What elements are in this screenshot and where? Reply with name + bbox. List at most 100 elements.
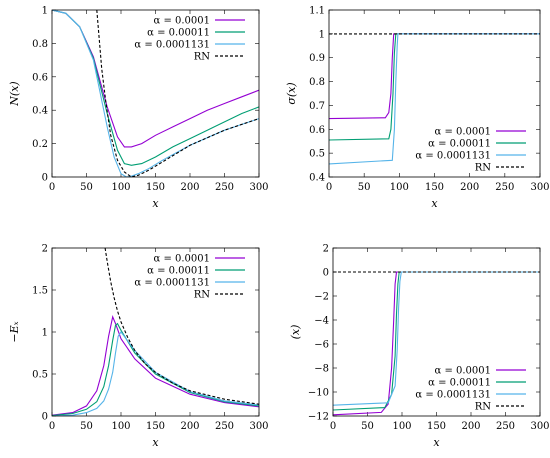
- y-tick-label: −12: [308, 412, 329, 423]
- x-tick-label: 200: [180, 182, 199, 193]
- x-tick-label: 200: [180, 421, 199, 432]
- legend-entry-label: α = 0.00011: [428, 378, 491, 389]
- y-tick-label: 1.5: [32, 286, 48, 297]
- x-tick-label: 250: [215, 421, 234, 432]
- x-tick-label: 100: [111, 182, 130, 193]
- x-tick-label: 150: [146, 182, 165, 193]
- x-tick-label: 0: [49, 182, 55, 193]
- x-tick-label: 0: [49, 421, 55, 432]
- legend-entry-label: RN: [194, 290, 211, 301]
- series-line-0: [333, 271, 540, 416]
- y-tick-label: 1: [42, 328, 48, 339]
- y-axis-label: −Eₓ: [8, 321, 21, 342]
- x-tick-label: 50: [80, 182, 93, 193]
- series-line-1: [333, 271, 540, 411]
- x-tick-label: 100: [111, 421, 130, 432]
- legend-entry-label: α = 0.0001131: [415, 151, 491, 162]
- x-tick-label: 300: [530, 421, 549, 432]
- x-tick-label: 0: [330, 421, 336, 432]
- y-tick-label: 0.2: [32, 139, 48, 150]
- y-tick-label: 2: [323, 244, 329, 255]
- y-tick-label: 0.8: [32, 39, 48, 50]
- legend-entry-label: RN: [475, 402, 492, 413]
- x-axis-label: x: [433, 436, 440, 449]
- legend-entry-label: α = 0.0001131: [134, 278, 210, 289]
- x-tick-label: 50: [80, 421, 93, 432]
- y-tick-label: 0.8: [309, 77, 325, 88]
- x-tick-label: 150: [425, 182, 444, 193]
- legend-entry-label: α = 0.0001131: [134, 40, 210, 51]
- x-tick-label: 50: [361, 421, 374, 432]
- x-tick-label: 300: [530, 182, 549, 193]
- y-tick-label: 2: [42, 244, 48, 255]
- y-tick-label: 0.9: [309, 53, 325, 64]
- series-line-2: [52, 331, 259, 416]
- plot-frame: [51, 9, 260, 178]
- x-tick-label: 300: [249, 182, 268, 193]
- legend-entry-label: α = 0.00011: [147, 266, 210, 277]
- x-tick-label: 50: [358, 182, 371, 193]
- y-tick-label: 0.4: [32, 106, 48, 117]
- plot-frame: [332, 247, 541, 417]
- series-line-2: [329, 33, 540, 165]
- y-tick-label: −4: [314, 316, 329, 327]
- y-axis-label: (x): [289, 325, 302, 340]
- y-tick-label: 0.6: [32, 72, 48, 83]
- chart-panel-p2: 0 50 100 150 200 250 300 0.4 0.5 0.6 0.7 0.8 0.9 1 1.1…: [285, 6, 550, 211]
- y-tick-label: 0.6: [309, 125, 325, 136]
- series-line-3: [96, 10, 259, 177]
- x-tick-label: 200: [460, 182, 479, 193]
- y-tick-label: 1: [319, 29, 325, 40]
- plot-frame: [51, 247, 260, 417]
- y-axis-label: N(x): [8, 81, 21, 106]
- legend-entry-label: α = 0.0001: [154, 254, 210, 265]
- chart-panel-p4: 0 50 100 150 200 250 300 −12 −10 −8 −6 −4 −2 0 2 x (x) α …: [289, 244, 550, 450]
- y-tick-label: −10: [308, 388, 329, 399]
- y-tick-label: −2: [314, 292, 329, 303]
- y-axis-label: σ(x): [285, 82, 298, 104]
- legend-entry-label: α = 0.0001: [435, 127, 491, 138]
- legend-entry-label: α = 0.0001131: [415, 390, 491, 401]
- y-tick-label: −6: [314, 340, 329, 351]
- x-axis-label: x: [152, 436, 159, 449]
- x-tick-label: 200: [461, 421, 480, 432]
- y-tick-label: 1: [42, 6, 48, 17]
- legend-entry-label: α = 0.00011: [428, 139, 491, 150]
- series-line-1: [52, 322, 259, 416]
- legend-entry-label: α = 0.0001: [435, 366, 491, 377]
- y-tick-label: 0.5: [309, 149, 325, 160]
- x-tick-label: 300: [249, 421, 268, 432]
- x-tick-label: 100: [392, 421, 411, 432]
- legend-entry-label: α = 0.00011: [147, 28, 210, 39]
- series-line-1: [329, 33, 540, 141]
- chart-panel-p3: 0 50 100 150 200 250 300 0 0.5 1 1.5 2 x −Eₓ α = 0.000…: [8, 244, 269, 450]
- x-axis-label: x: [431, 197, 438, 210]
- x-tick-label: 250: [496, 421, 515, 432]
- y-tick-label: 0: [42, 412, 48, 423]
- legend-entry-label: RN: [194, 52, 211, 63]
- series-line-0: [52, 315, 259, 416]
- series-line-0: [329, 33, 540, 120]
- legend-entry-label: RN: [475, 163, 492, 174]
- x-tick-label: 100: [390, 182, 409, 193]
- y-tick-label: 0.4: [309, 173, 325, 184]
- y-tick-label: 0.5: [32, 370, 48, 381]
- y-tick-label: 1.1: [309, 6, 325, 17]
- series-line-3: [104, 248, 259, 405]
- x-tick-label: 0: [326, 182, 332, 193]
- y-tick-label: 0: [323, 268, 329, 279]
- x-tick-label: 150: [427, 421, 446, 432]
- x-tick-label: 250: [215, 182, 234, 193]
- legend-entry-label: α = 0.0001: [154, 16, 210, 27]
- plot-frame: [328, 9, 541, 178]
- x-tick-label: 150: [146, 421, 165, 432]
- chart-panel-p1: 0 50 100 150 200 250 300 0 0.2 0.4 0.6 0.8 1 x N(x) α =…: [8, 6, 269, 211]
- y-tick-label: 0.7: [309, 101, 325, 112]
- x-axis-label: x: [152, 197, 159, 210]
- x-tick-label: 250: [495, 182, 514, 193]
